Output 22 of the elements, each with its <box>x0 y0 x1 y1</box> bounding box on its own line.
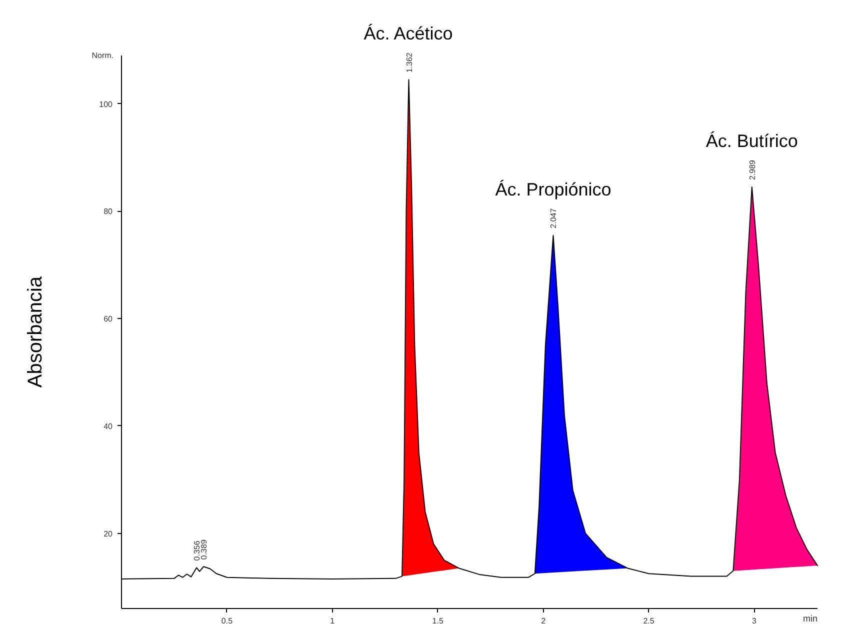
y-tick-label: 60 <box>104 314 114 324</box>
y-tick-label: 20 <box>104 529 114 538</box>
annotation: 0.356 <box>192 540 202 561</box>
y-tick-label: 40 <box>104 422 114 431</box>
annotation: 0.389 <box>200 539 209 560</box>
x-tick-label: 2.5 <box>643 616 655 626</box>
y-tick-label: 100 <box>99 100 114 109</box>
x-tick-label: 1.5 <box>432 616 444 626</box>
y-axis-title: Absorbancia <box>24 276 46 388</box>
x-tick-label: 1 <box>330 616 336 626</box>
x-tick-label: 3 <box>752 616 758 626</box>
x-tick-label: 2 <box>541 616 546 626</box>
y-tick-label: 80 <box>104 207 114 216</box>
annotation: Ác. Acético <box>364 24 453 44</box>
text: Norm. <box>92 51 114 60</box>
annotation: 1.362 <box>404 52 414 73</box>
annotation: Ác. Propiónico <box>495 179 612 200</box>
x-tick-label: 0.5 <box>221 616 234 626</box>
x-axis-title: min <box>803 614 818 624</box>
annotation: 2.989 <box>748 159 757 180</box>
annotation: 2.047 <box>549 208 558 228</box>
annotation: Ác. Butírico <box>706 131 798 152</box>
